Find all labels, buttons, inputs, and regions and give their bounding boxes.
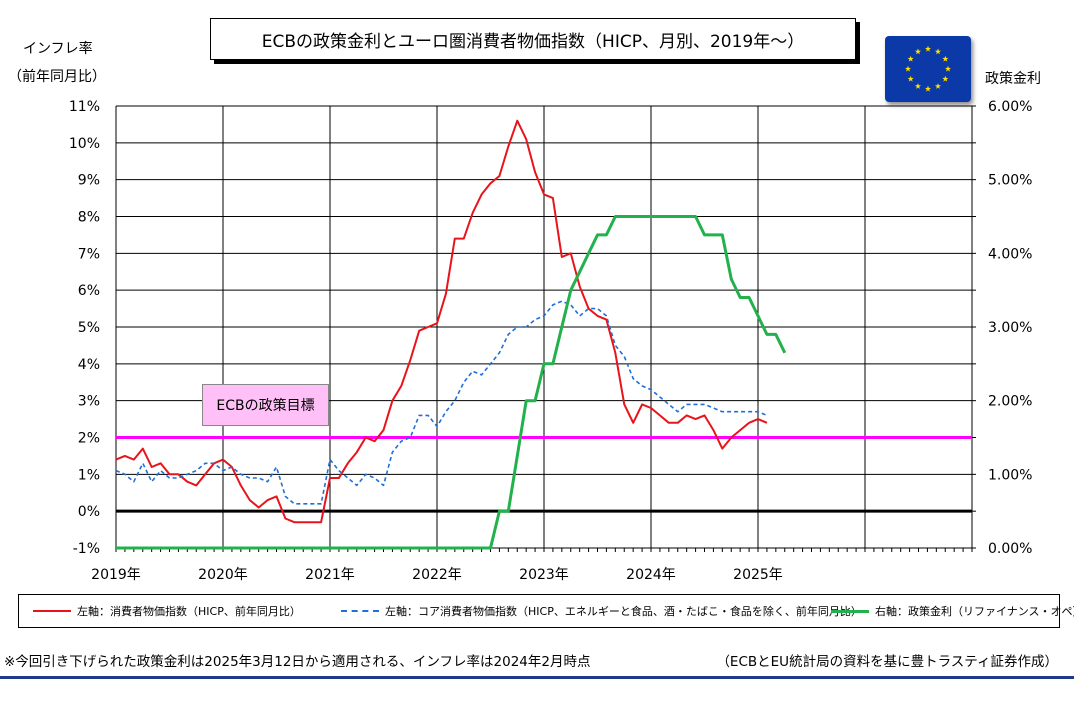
- flag-star: [942, 75, 949, 82]
- right-axis-ticks: 0.00% 1.00% 2.00% 3.00% 4.00% 5.00% 6.00%: [988, 99, 1032, 557]
- x-axis-ticks: 2019年 2020年 2021年 2022年 2023年 2024年 2025年: [91, 567, 783, 583]
- x-tick-label: 2024年: [626, 567, 676, 583]
- right-axis-title: 政策金利: [985, 71, 1041, 87]
- eu-flag-icon: [885, 36, 971, 102]
- legend-item-hicp: 左軸：消費者物価指数（HICP、前年同月比）: [33, 595, 301, 627]
- flag-star: [935, 83, 941, 89]
- right-tick-label: 0.00%: [988, 541, 1032, 557]
- source-note: （ECBとEU統計局の資料を基に豊トラスティ証券作成）: [716, 654, 1058, 670]
- flag-star: [915, 83, 921, 89]
- left-tick-label: 6%: [78, 283, 100, 299]
- right-tick-label: 2.00%: [988, 394, 1032, 410]
- series-line-hicp: [115, 119, 768, 524]
- legend: 左軸：消費者物価指数（HICP、前年同月比） 左軸：コア消費者物価指数（HICP…: [18, 594, 1074, 628]
- x-tick-label: 2019年: [91, 567, 141, 583]
- right-tick-label: 4.00%: [988, 246, 1032, 262]
- legend-label-hicp: 左軸：消費者物価指数（HICP、前年同月比）: [77, 605, 301, 618]
- legend-swatch-hicp: [33, 610, 71, 612]
- left-axis-title-line2: （前年同月比）: [8, 69, 106, 85]
- chart-title: ECBの政策金利とユーロ圏消費者物価指数（HICP、月別、2019年～）: [210, 18, 856, 60]
- x-tick-label: 2021年: [305, 567, 355, 583]
- bottom-rule: [0, 676, 1074, 679]
- flag-star: [935, 48, 941, 55]
- flag-star: [907, 75, 914, 82]
- gridlines: [115, 105, 976, 552]
- legend-label-rate: 右軸：政策金利（リファイナンス・オペ）: [875, 605, 1074, 618]
- right-tick-label: 6.00%: [988, 99, 1032, 115]
- flag-star: [925, 45, 931, 52]
- left-tick-label: 8%: [78, 210, 100, 226]
- left-axis-ticks: -1% 0% 1% 2% 3% 4% 5% 6% 7% 8% 9% 10% 11%: [69, 99, 100, 557]
- left-tick-label: 1%: [78, 467, 100, 483]
- left-tick-label: 10%: [69, 136, 100, 152]
- left-tick-label: 11%: [69, 99, 100, 115]
- x-tick-label: 2023年: [519, 567, 569, 583]
- right-tick-label: 5.00%: [988, 173, 1032, 189]
- x-tick-label: 2025年: [733, 567, 783, 583]
- left-tick-label: 2%: [78, 431, 100, 447]
- flag-star: [925, 85, 931, 92]
- series-layer: [115, 119, 787, 550]
- right-tick-label: 3.00%: [988, 320, 1032, 336]
- left-axis-title-line1: インフレ率: [23, 41, 93, 57]
- right-tick-label: 1.00%: [988, 467, 1032, 483]
- flag-star: [905, 65, 911, 72]
- series-line-rate: [116, 215, 787, 550]
- x-tick-label: 2022年: [412, 567, 462, 583]
- left-tick-label: 9%: [78, 173, 100, 189]
- legend-label-core: 左軸：コア消費者物価指数（HICP、エネルギーと食品、酒・たばこ・食品を除く、前…: [385, 605, 862, 618]
- left-tick-label: 0%: [78, 504, 100, 520]
- x-tick-label: 2020年: [198, 567, 248, 583]
- flag-star: [907, 55, 914, 62]
- left-tick-label: 5%: [78, 320, 100, 336]
- legend-swatch-core: [341, 610, 379, 612]
- legend-swatch-rate: [831, 609, 869, 613]
- flag-star: [945, 65, 951, 72]
- legend-item-core: 左軸：コア消費者物価指数（HICP、エネルギーと食品、酒・たばこ・食品を除く、前…: [341, 595, 862, 627]
- left-tick-label: 4%: [78, 357, 100, 373]
- left-tick-label: 7%: [78, 246, 100, 262]
- flag-star: [915, 48, 921, 55]
- target-label: ECBの政策目標: [202, 384, 329, 426]
- left-tick-label: -1%: [73, 541, 100, 557]
- flag-star: [942, 55, 949, 62]
- legend-item-rate: 右軸：政策金利（リファイナンス・オペ）: [831, 595, 1074, 627]
- series-line-core: [115, 300, 768, 505]
- footnote: ※今回引き下げられた政策金利は2025年3月12日から適用される、インフレ率は2…: [4, 654, 591, 670]
- left-tick-label: 3%: [78, 394, 100, 410]
